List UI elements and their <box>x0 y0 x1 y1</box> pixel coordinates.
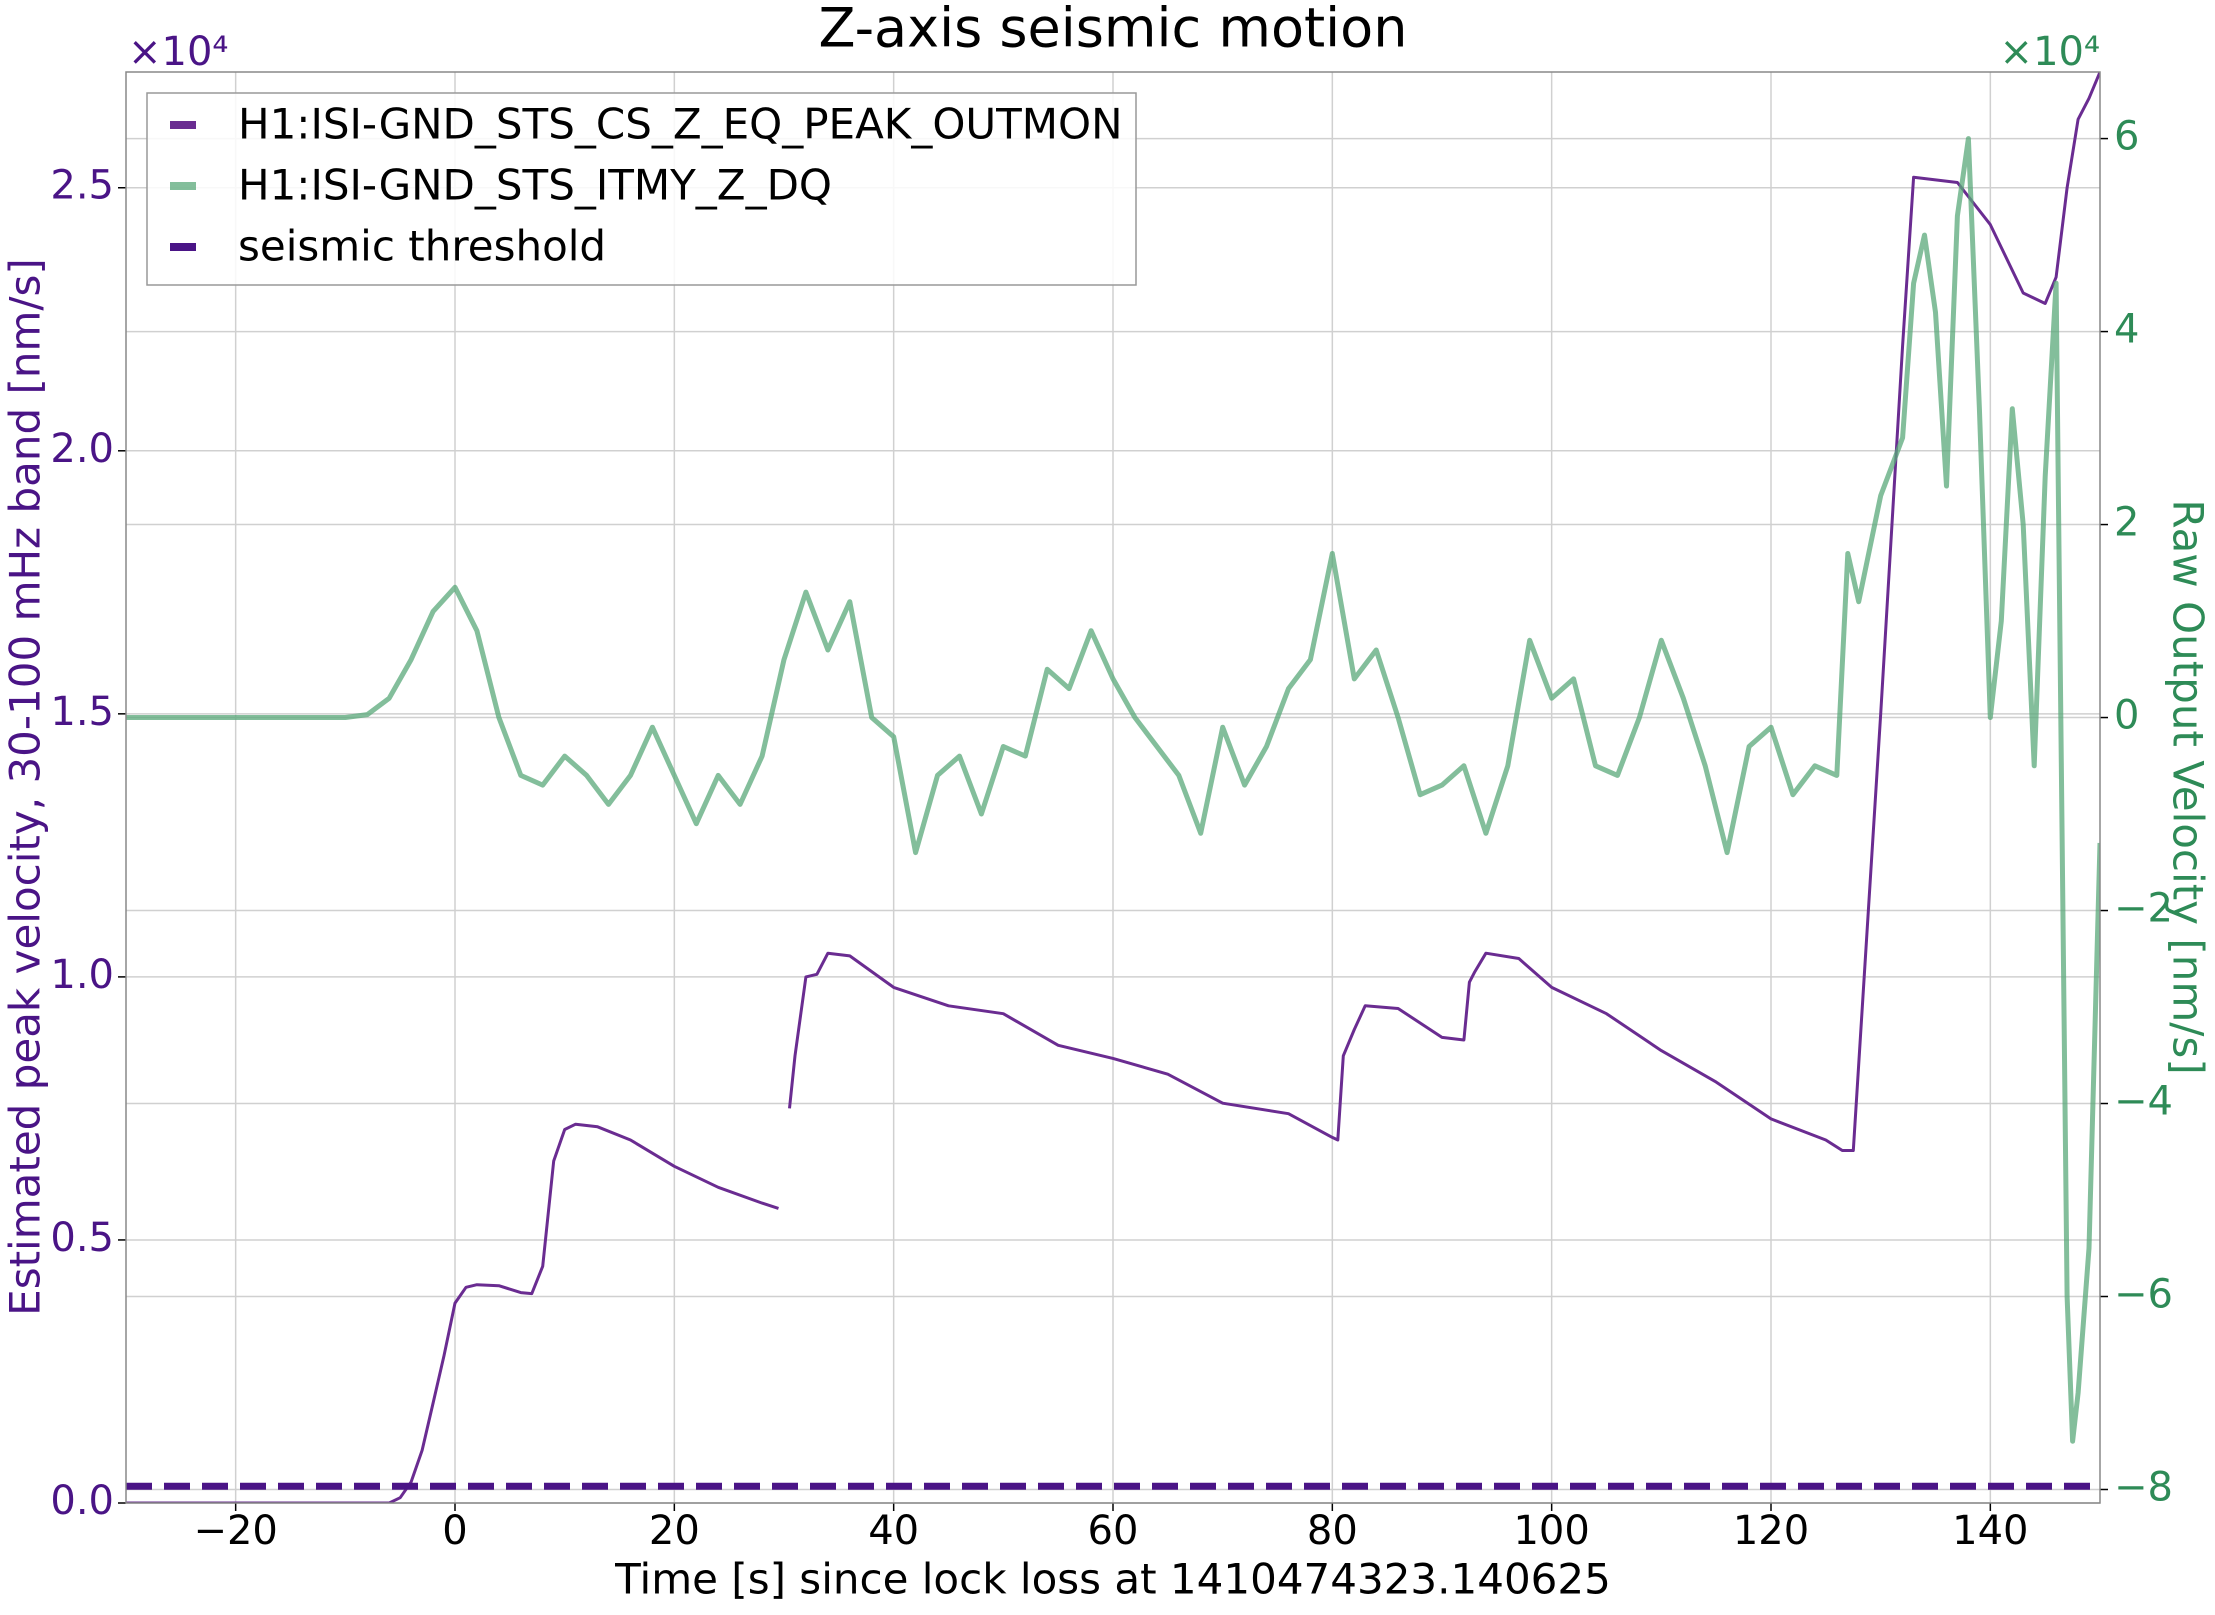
legend: H1:ISI-GND_STS_CS_Z_EQ_PEAK_OUTMON H1:ISI… <box>146 92 1137 286</box>
y2-tick-label: −2 <box>2114 886 2173 932</box>
y2-tick-label: −6 <box>2114 1272 2173 1318</box>
x-tick-label: 20 <box>649 1508 700 1554</box>
series-line <box>126 72 2100 1503</box>
x-axis-label: Time [s] since lock loss at 1410474323.1… <box>614 1555 1611 1604</box>
y2-tick-label: 2 <box>2114 500 2139 546</box>
y-tick-label: 0.5 <box>50 1215 114 1261</box>
x-tick-label: 40 <box>868 1508 919 1554</box>
x-tick-label: 60 <box>1088 1508 1139 1554</box>
y2-tick-label: −4 <box>2114 1079 2173 1125</box>
y-tick-label: 1.0 <box>50 952 114 998</box>
x-tick-label: −20 <box>193 1508 277 1554</box>
y-tick-label: 1.5 <box>50 689 114 735</box>
legend-box <box>146 92 1137 286</box>
x-tick-label: 120 <box>1733 1508 1809 1554</box>
legend-label: H1:ISI-GND_STS_CS_Z_EQ_PEAK_OUTMON <box>238 100 1123 149</box>
y-axis-label: Estimated peak velocity, 30-100 mHz band… <box>1 258 50 1316</box>
y2-tick-label: −8 <box>2114 1464 2173 1510</box>
y2-tick-label: 6 <box>2114 114 2139 160</box>
legend-label: H1:ISI-GND_STS_ITMY_Z_DQ <box>238 161 832 210</box>
y2-axis-label: Raw Output Velocity [nm/s] <box>2164 499 2213 1074</box>
y2-tick-label: 0 <box>2114 693 2139 739</box>
y-tick-label: 2.5 <box>50 163 114 209</box>
y-offset-label: ×10⁴ <box>128 29 228 75</box>
x-tick-label: 0 <box>442 1508 467 1554</box>
y-tick-label: 0.0 <box>50 1478 114 1524</box>
x-tick-label: 140 <box>1952 1508 2028 1554</box>
plot-frame <box>125 71 2101 1504</box>
grid <box>126 72 2100 1504</box>
x-tick-label: 80 <box>1307 1508 1358 1554</box>
chart-title: Z-axis seismic motion <box>819 0 1408 60</box>
series-line <box>126 136 2100 1444</box>
legend-label: seismic threshold <box>238 222 606 271</box>
y2-tick-label: 4 <box>2114 307 2139 353</box>
x-tick-label: 100 <box>1513 1508 1589 1554</box>
y-tick-label: 2.0 <box>50 426 114 472</box>
y2-offset-label: ×10⁴ <box>2000 29 2100 75</box>
